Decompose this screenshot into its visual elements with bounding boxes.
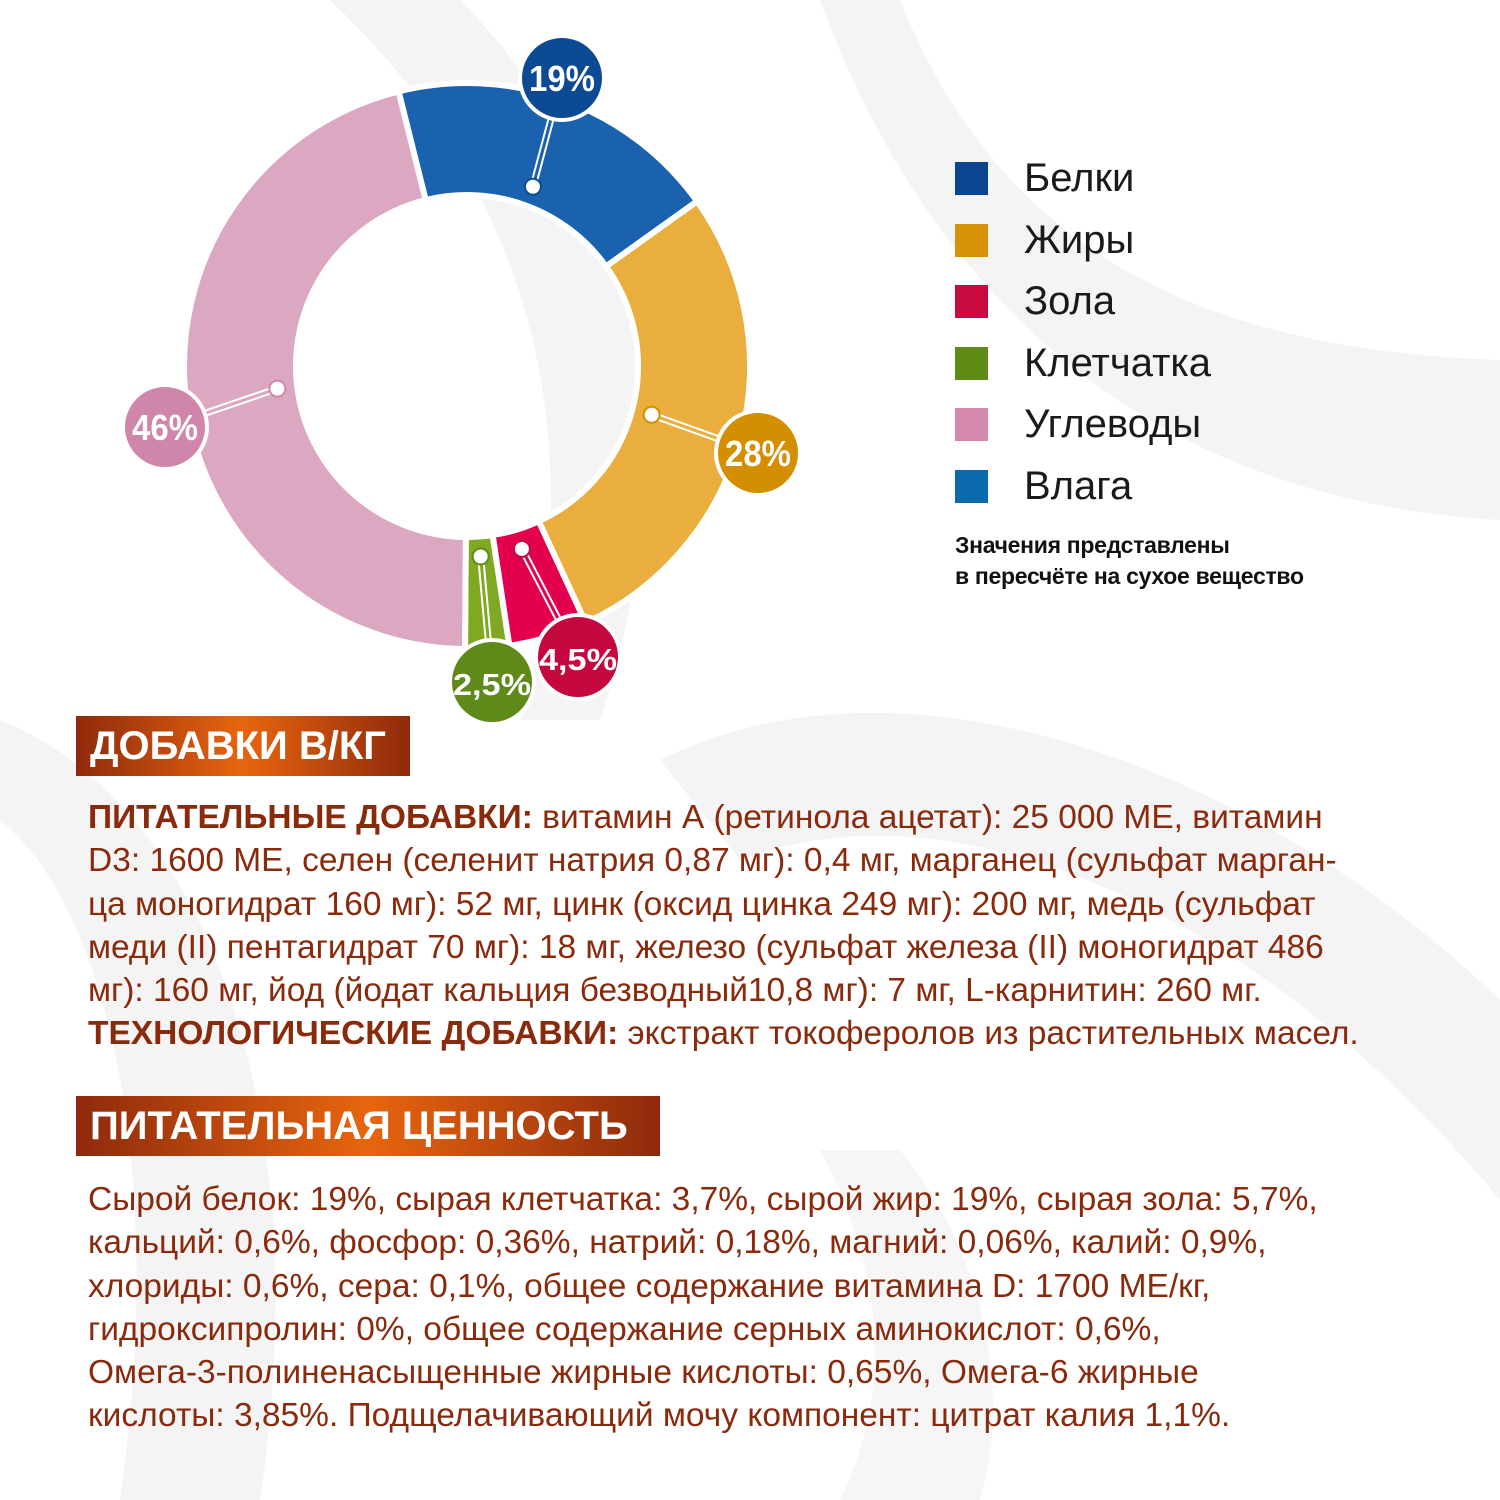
connector-dot [471,547,490,566]
value-label-text: 46% [132,407,198,448]
legend-item-kletchatka: Клетчатка [955,333,1211,395]
value-label-text: 4,5% [539,642,617,677]
connector-dot [512,539,531,558]
label-bubble [534,613,622,701]
legend-item-vlaga: Влага [955,456,1211,518]
text-line: мг): 160 мг, йод (йодат кальция безводны… [88,969,1359,1012]
text-line: Омега-3-полиненасыщенные жирные кислоты:… [88,1354,1199,1392]
value-label-uglevody: 46% [121,379,287,471]
value-label-text: 2,5% [453,667,531,702]
legend-label: Углеводы [1024,402,1202,447]
legend-swatch [955,408,988,442]
legend-swatch [955,346,988,380]
nutrition-heading: ПИТАТЕЛЬНАЯ ЦЕННОСТЬ [76,1096,660,1156]
legend-label: Жиры [1024,217,1135,262]
line-text: витамин А (ретинола ацетат): 25 000 МЕ, … [532,799,1323,836]
legend-label: Клетчатка [1024,340,1212,385]
label-bubble [714,409,802,497]
nutrition-text: Сырой белок: 19%, сырая клетчатка: 3,7%,… [88,1178,1318,1438]
note-line: Значения представлены [955,532,1230,558]
value-label-belki: 19% [518,34,606,196]
donut-chart: 19% 28% 4,5%2,5% 46% [121,34,802,726]
text-line: кислоты: 3,85%. Подщелачивающий мочу ком… [88,1397,1231,1435]
chart-legend: Белки Жиры Зола Клетчатка Углеводы Влага [955,148,1211,517]
text-line: ПИТАТЕЛЬНЫЕ ДОБАВКИ: витамин А (ретинола… [88,796,1359,839]
text-line: кальций: 0,6%, фосфор: 0,36%, натрий: 0,… [88,1224,1267,1262]
line-text: меди (II) пентагидрат 70 мг): 18 мг, жел… [88,928,1324,966]
value-label-text: 19% [529,58,595,99]
line-text: экстракт токоферолов из растительных мас… [618,1015,1359,1053]
text-line: Сырой белок: 19%, сырая клетчатка: 3,7%,… [88,1181,1318,1218]
text-line: меди (II) пентагидрат 70 мг): 18 мг, жел… [88,926,1359,969]
text-line: D3: 1600 МЕ, селен (селенит натрия 0,87 … [88,839,1359,882]
legend-label: Влага [1024,463,1133,508]
legend-swatch [955,469,988,503]
value-label-zhiry: 28% [642,405,802,497]
additives-text: ПИТАТЕЛЬНЫЕ ДОБАВКИ: витамин А (ретинола… [88,796,1359,1056]
bold-label: ПИТАТЕЛЬНЫЕ ДОБАВКИ: [88,799,533,836]
value-label-kletchatka: 2,5% [448,547,536,726]
value-label-text: 28% [725,433,791,474]
legend-item-zhiry: Жиры [955,210,1211,272]
label-bubble [518,34,606,122]
text-line: ца моногидрат 160 мг): 52 мг, цинк (окси… [88,883,1359,926]
text-line: ТЕХНОЛОГИЧЕСКИЕ ДОБАВКИ: экстракт токофе… [88,1012,1359,1055]
connector-dot [642,405,661,424]
legend-swatch [955,223,988,257]
line-text: ца моногидрат 160 мг): 52 мг, цинк (окси… [88,885,1316,923]
line-text: мг): 160 мг, йод (йодат кальция безводны… [88,972,1262,1010]
legend-label: Зола [1024,279,1116,324]
slice-belki [394,80,702,271]
text-line: хлориды: 0,6%, сера: 0,1%, общее содержа… [88,1267,1211,1305]
line-text: D3: 1600 МЕ, селен (селенит натрия 0,87 … [88,842,1337,880]
note-line: в пересчёте на сухое вещество [955,563,1304,589]
chart-note: Значения представлены в пересчёте на сух… [955,530,1304,592]
legend-item-uglevody: Углеводы [955,394,1211,456]
legend-swatch [955,162,988,196]
connector-dot [523,177,542,196]
label-bubble [121,383,209,471]
bold-label: ТЕХНОЛОГИЧЕСКИЕ ДОБАВКИ: [88,1015,619,1053]
slice-uglevody [181,87,469,653]
additives-heading: ДОБАВКИ В/КГ [76,716,410,776]
value-label-zola: 4,5% [512,539,622,701]
legend-swatch [955,285,988,319]
legend-item-zola: Зола [955,271,1211,333]
label-bubble [448,638,536,726]
legend-item-belki: Белки [955,148,1211,210]
text-line: гидроксипролин: 0%, общее содержание сер… [88,1310,1161,1348]
connector-dot [268,379,287,398]
legend-label: Белки [1024,156,1135,201]
